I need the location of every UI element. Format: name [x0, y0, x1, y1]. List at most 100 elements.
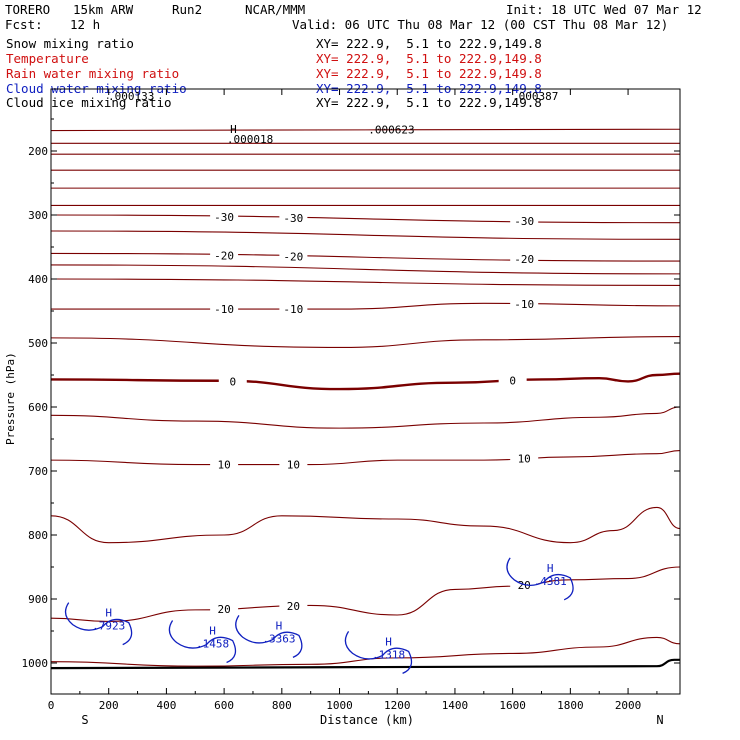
cloud-water-contour	[64, 602, 133, 646]
x-tick-label: 600	[214, 699, 234, 712]
contour-label-bg	[510, 253, 539, 266]
init-time: Init: 18 UTC Wed 07 Mar 12	[506, 2, 702, 17]
top-label: .000387	[512, 90, 558, 103]
cloud-water-max-value: .1318	[372, 648, 405, 661]
contour-label: -10	[514, 298, 534, 311]
resolution: 15km ARW	[73, 2, 134, 17]
cloud-water-contour	[235, 615, 303, 658]
contour-label: -30	[283, 212, 303, 225]
contour-label-bg	[279, 250, 308, 263]
x-tick-label: 400	[156, 699, 176, 712]
x-tick-label: 800	[272, 699, 292, 712]
contour-label: 20	[518, 579, 531, 592]
contour-label: 10	[217, 459, 230, 472]
field-cloudice-xy: XY= 222.9, 5.1 to 222.9,149.8	[316, 95, 542, 110]
contour-label: -10	[214, 303, 234, 316]
cloud-water-max-marker: H	[276, 619, 283, 632]
x-tick-label: 1800	[557, 699, 584, 712]
x-tick-label: 0	[48, 699, 55, 712]
contour-label: -20	[214, 250, 234, 263]
contour-label-bg	[279, 303, 308, 316]
contour-label-bg	[210, 458, 239, 471]
cloud-water-max-marker: H	[105, 607, 112, 620]
contour-label: 20	[217, 603, 230, 616]
temperature-contour	[50, 336, 681, 349]
x-tick-label: 1000	[326, 699, 353, 712]
temperature-contours: -30 -30 -30 -20 -20 -20 -10 -10 -10 0 0 10 10 10 20 20 2…	[50, 128, 681, 670]
contour-label: -20	[283, 250, 303, 263]
cloud-water-contour	[168, 620, 237, 664]
contour-label-bg	[279, 211, 308, 224]
x-tick-label: 2000	[615, 699, 642, 712]
cloud-water-max-value: .1458	[196, 638, 229, 651]
y-axis-label: Pressure (hPa)	[4, 352, 17, 445]
contour-label-bg	[510, 452, 539, 465]
south-label: S	[81, 713, 88, 727]
valid-time: Valid: 06 UTC Thu 08 Mar 12 (00 CST Thu …	[292, 17, 669, 32]
plot-border	[50, 88, 681, 695]
north-label: N	[656, 713, 663, 727]
contour-label-bg	[510, 214, 539, 227]
y-tick-label: 500	[28, 337, 48, 350]
org-label: NCAR/MMM	[245, 2, 306, 17]
contour-label: 20	[287, 600, 300, 613]
x-tick-label: 1400	[442, 699, 469, 712]
field-temperature-label: Temperature	[6, 51, 89, 66]
contour-label: -30	[514, 215, 534, 228]
snow-max-value: .000018	[227, 133, 273, 146]
contour-label-bg	[279, 458, 308, 471]
contour-label-bg	[210, 602, 239, 615]
contour-label-bg	[498, 374, 527, 387]
y-tick-label: 600	[28, 401, 48, 414]
y-tick-label: 700	[28, 465, 48, 478]
contour-label-bg	[210, 211, 239, 224]
cloud-water-max-marker: H	[209, 625, 216, 638]
cloud-water-max-marker: H	[547, 562, 554, 575]
snow-max-marker: H	[230, 123, 237, 136]
y-tick-label: 900	[28, 593, 48, 606]
field-rain-xy: XY= 222.9, 5.1 to 222.9,149.8	[316, 66, 542, 81]
run-label: Run2	[172, 2, 203, 17]
cloud-water-max-value: .7923	[92, 620, 125, 633]
temperature-contour	[50, 566, 681, 622]
temperature-contour	[50, 372, 681, 391]
contour-label-bg	[510, 297, 539, 310]
temperature-contour	[50, 264, 681, 275]
field-cloudice-label: Cloud ice mixing ratio	[6, 95, 172, 110]
temperature-contour	[50, 449, 681, 466]
y-tick-label: 800	[28, 529, 48, 542]
contour-label: -20	[514, 253, 534, 266]
model-name: TORERO	[5, 2, 51, 17]
contour-label-bg	[210, 303, 239, 316]
contour-label: -30	[214, 211, 234, 224]
temperature-contour	[50, 230, 681, 240]
y-tick-label: 1000	[22, 657, 49, 670]
temperature-contour	[50, 278, 681, 286]
temperature-contour	[50, 252, 681, 262]
contour-label: 10	[518, 453, 531, 466]
y-tick-label: 200	[28, 145, 48, 158]
contour-label-bg	[210, 249, 239, 262]
contour-label: 0	[509, 375, 516, 388]
temperature-contour	[50, 406, 681, 429]
x-axis-label: Distance (km)	[320, 713, 414, 727]
snow-max-value: .000623	[368, 123, 414, 136]
fcst-value: 12 h	[70, 17, 101, 32]
cloud-water-contour	[344, 631, 413, 674]
fcst-label: Fcst:	[5, 17, 43, 32]
contour-label: -10	[283, 303, 303, 316]
temperature-contour	[50, 128, 681, 132]
contour-label: 0	[229, 375, 236, 388]
contour-label-bg	[218, 375, 247, 388]
temperature-contour	[51, 302, 681, 310]
field-snow-xy: XY= 222.9, 5.1 to 222.9,149.8	[316, 36, 542, 51]
field-snow-label: Snow mixing ratio	[6, 36, 134, 51]
x-tick-label: 1600	[499, 699, 526, 712]
contour-label: 10	[287, 459, 300, 472]
cloud-water-max-marker: H	[385, 635, 392, 648]
y-tick-label: 300	[28, 209, 48, 222]
cloud-water-contour	[506, 557, 574, 601]
